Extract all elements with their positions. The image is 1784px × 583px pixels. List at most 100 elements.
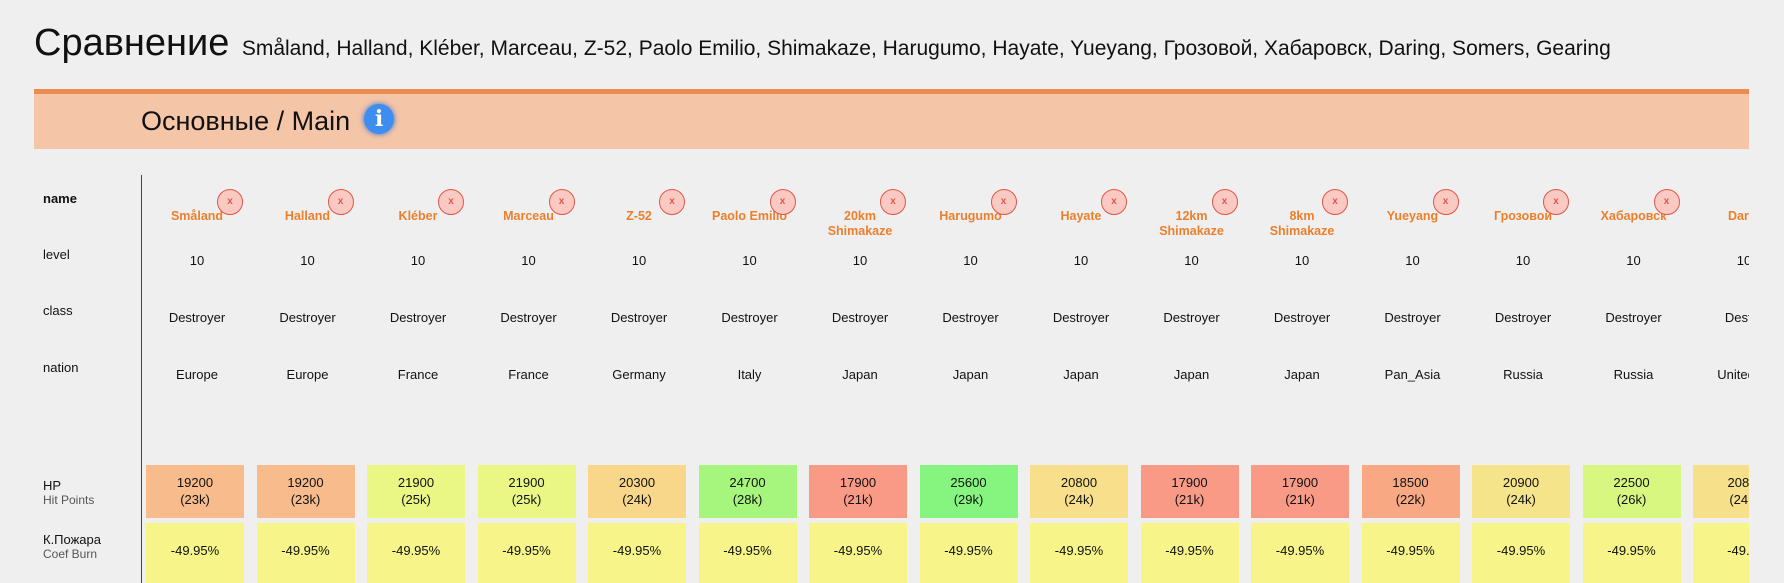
ship-hp-cell: 20800 (24k) [1030, 465, 1128, 518]
ship-hp-value: 20800 [1060, 475, 1098, 490]
ship-hp-cell: 20300 (24k) [588, 465, 686, 518]
ship-name-link[interactable]: Hayate [1060, 209, 1102, 223]
ship-name-link[interactable]: Грозовой [1493, 209, 1553, 223]
compared-ships-list: Småland, Halland, Kléber, Marceau, Z-52,… [241, 37, 1611, 60]
ship-hp-max: (21k) [1285, 492, 1315, 507]
ship-nation: France [508, 367, 549, 382]
ship-hp-value: 2080 [1727, 475, 1749, 490]
ship-hp-max: (25k) [511, 492, 542, 507]
ship-nation: Japan [842, 367, 878, 382]
ship-hp-cell: 17900 (21k) [1140, 465, 1239, 518]
ship-column: Småland x 10 Destroyer Europe 19200 (23k) -49.9… [142, 150, 252, 583]
ship-name-link[interactable]: Paolo Emilio [711, 209, 787, 223]
ship-level: 10 [1184, 253, 1199, 268]
ship-name-link[interactable]: Darin [1728, 209, 1749, 223]
ship-hp-cell: 17900 (21k) [809, 465, 907, 518]
row-label-burn: К.Пожара Coef Burn [43, 532, 101, 561]
ship-nation: Italy [737, 367, 762, 382]
remove-ship-button[interactable]: x [1101, 189, 1127, 215]
ship-name-link[interactable]: 12km Shimakaze [1159, 209, 1224, 238]
ship-column: Z-52 x 10 Destroyer Germany 20300 (24k) -49.95% [584, 150, 694, 583]
ship-name-link[interactable]: Kléber [398, 209, 438, 223]
remove-ship-button[interactable]: x [1653, 189, 1680, 215]
ship-burn-cell: -49.95% [588, 523, 686, 583]
remove-ship-button[interactable]: x [1543, 189, 1569, 215]
ship-hp-cell: 24700 (28k) [698, 465, 797, 518]
ship-column: Halland x 10 Destroyer Europe 19200 (23k) -49.9… [253, 150, 363, 583]
ship-hp-max: (24k) [622, 492, 652, 507]
ship-nation: Russia [1613, 367, 1654, 382]
ship-name-link[interactable]: 20km Shimakaze [827, 209, 893, 238]
remove-ship-button[interactable]: x [1432, 189, 1459, 215]
ship-class: Destroyer [1273, 310, 1331, 325]
remove-ship-button[interactable]: x [659, 189, 685, 215]
ship-class: Destroyer [279, 310, 336, 325]
remove-ship-button[interactable]: x [1211, 189, 1238, 215]
ship-column: Hayate x 10 Destroyer Japan 20800 (24k) -49.95% [1026, 150, 1136, 583]
ship-hp-value: 20900 [1502, 475, 1540, 490]
ship-nation: Japan [1063, 367, 1099, 382]
ship-burn-value: -49.9 [1727, 543, 1749, 558]
ship-burn-value: -49.95% [944, 543, 993, 558]
remove-ship-button[interactable]: x [880, 189, 906, 215]
ship-hp-max: (29k) [953, 492, 984, 507]
ship-burn-value: -49.95% [1386, 543, 1435, 558]
ship-hp-max: (21k) [1174, 492, 1205, 507]
ship-column: 8km Shimakaze x 10 Destroyer Japan 17900 (21k) -… [1247, 150, 1357, 583]
ship-name-link[interactable]: Z-52 [626, 209, 652, 223]
ship-burn-cell: -49.95% [698, 523, 797, 583]
ship-name-link[interactable]: Хабаровск [1600, 209, 1667, 223]
ship-class: Destroyer [942, 310, 999, 325]
ship-name-link[interactable]: 8km Shimakaze [1269, 209, 1335, 238]
ship-burn-cell: -49.95% [477, 523, 576, 583]
ship-hp-max: (25k) [401, 492, 431, 507]
ship-column: Yueyang x 10 Destroyer Pan_Asia 18500 (22k) -49… [1358, 150, 1468, 583]
ship-level: 10 [742, 253, 757, 268]
ship-burn-value: -49.95% [502, 543, 551, 558]
remove-ship-button[interactable]: x [438, 189, 464, 215]
ship-name-link[interactable]: Halland [284, 209, 331, 223]
ship-hp-value: 24700 [729, 475, 766, 490]
page-header: Сравнение Småland, Halland, Kléber, Marc… [34, 22, 1611, 65]
ship-burn-cell: -49.95% [1472, 523, 1570, 583]
ship-name-link[interactable]: Harugumo [939, 209, 1002, 223]
ship-hp-cell: 25600 (29k) [919, 465, 1018, 518]
ship-burn-value: -49.95% [612, 543, 662, 558]
remove-ship-button[interactable]: x [1322, 189, 1348, 215]
ship-name-link[interactable]: Småland [170, 209, 224, 223]
remove-ship-button[interactable]: x [769, 189, 796, 215]
remove-ship-button[interactable]: x [990, 189, 1017, 215]
ship-nation: Japan [1173, 367, 1210, 382]
ship-class: Destroyer [1384, 310, 1441, 325]
info-icon[interactable]: i [364, 104, 394, 134]
remove-ship-button[interactable]: x [548, 189, 575, 215]
ship-hp-cell: 18500 (22k) [1361, 465, 1460, 518]
remove-ship-button[interactable]: x [217, 189, 243, 215]
ship-hp-max: (24k) [1064, 492, 1094, 507]
ship-nation: Japan [1284, 367, 1320, 382]
ship-column: Harugumo x 10 Destroyer Japan 25600 (29k) -49.9… [916, 150, 1026, 583]
ship-level: 10 [1736, 253, 1749, 268]
ship-hp-cell: 21900 (25k) [477, 465, 576, 518]
ship-class: Destroyer [1605, 310, 1662, 325]
ship-burn-cell: -49.95% [256, 523, 355, 583]
ship-hp-value: 21900 [508, 475, 545, 490]
ship-hp-value: 21900 [397, 475, 435, 490]
ship-burn-cell: -49.95% [1361, 523, 1460, 583]
row-label-name: name [43, 191, 77, 206]
ship-burn-cell: -49.95% [1140, 523, 1239, 583]
row-label-class: class [43, 303, 73, 318]
page-title: Сравнение [34, 22, 230, 64]
remove-ship-button[interactable]: x [327, 189, 354, 215]
ship-burn-cell: -49.95% [1251, 523, 1349, 583]
ship-class: Destroyer [1052, 310, 1110, 325]
ship-level: 10 [300, 253, 315, 268]
ship-hp-cell: 2080 (24k [1693, 465, 1749, 518]
ship-burn-value: -49.95% [723, 543, 772, 558]
ship-column: Kléber x 10 Destroyer France 21900 (25k) -49.95… [363, 150, 473, 583]
ship-hp-max: (23k) [180, 492, 210, 507]
row-label-hp-title: HP [43, 478, 62, 493]
ship-hp-cell: 19200 (23k) [146, 465, 244, 518]
ship-name-link[interactable]: Marceau [503, 209, 554, 223]
ship-name-link[interactable]: Yueyang [1386, 209, 1439, 223]
